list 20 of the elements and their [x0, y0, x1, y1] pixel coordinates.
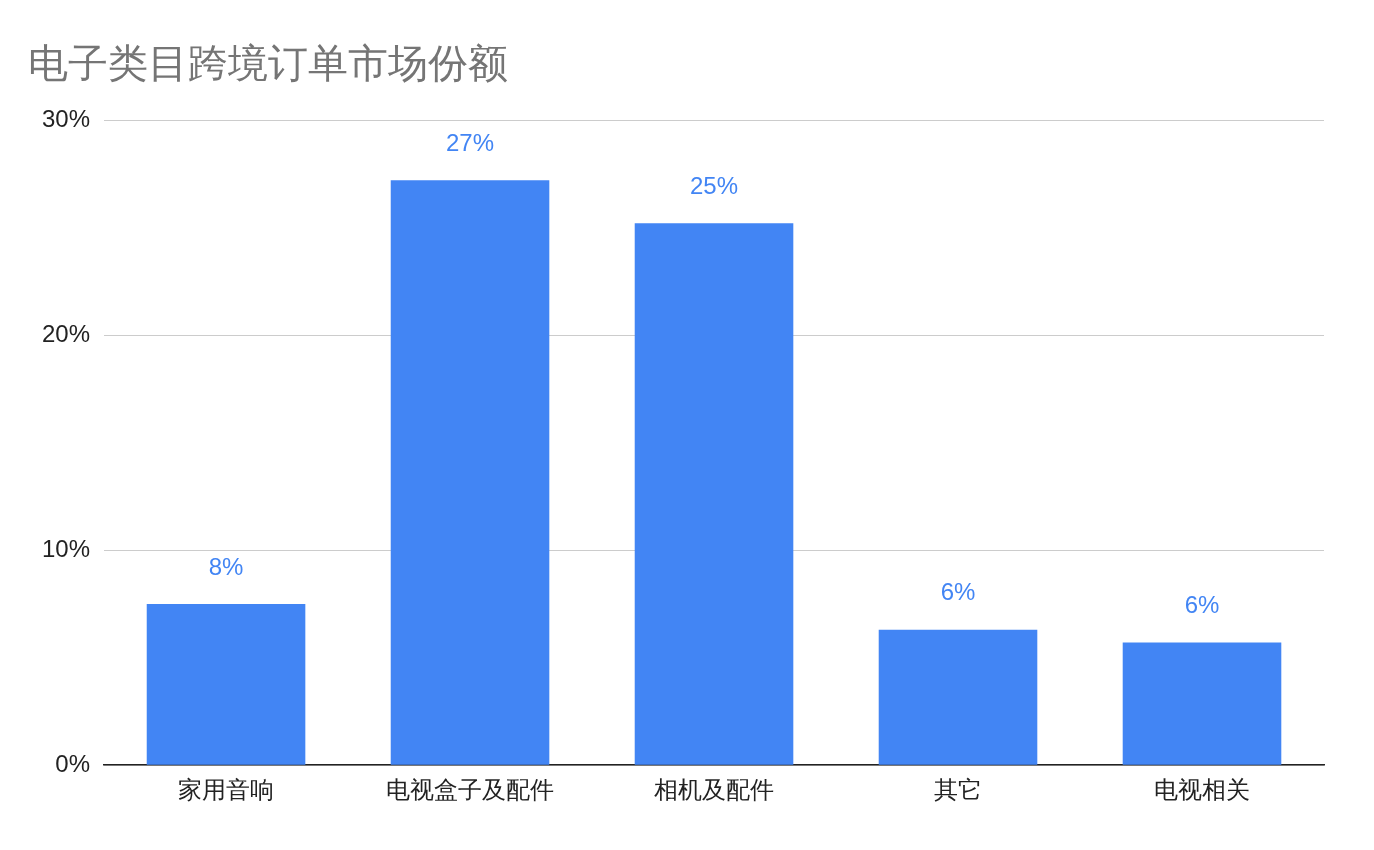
bar [878, 629, 1038, 765]
data-label: 6% [940, 578, 976, 606]
y-tick-label: 0% [55, 749, 91, 777]
x-tick-label: 电视相关 [1154, 776, 1250, 804]
chart-title: 电子类目跨境订单市场份额 [28, 41, 508, 86]
bar [390, 180, 550, 765]
bar [634, 223, 794, 765]
bar [1122, 642, 1282, 765]
y-tick-label: 10% [41, 534, 91, 562]
data-label: 8% [208, 552, 244, 580]
x-tick-label: 相机及配件 [654, 776, 775, 804]
data-label: 27% [446, 128, 495, 156]
x-tick-label: 电视盒子及配件 [386, 776, 555, 804]
data-label: 6% [1184, 591, 1220, 619]
y-tick-label: 20% [41, 319, 91, 347]
y-tick-label: 30% [41, 104, 91, 132]
bar [146, 603, 306, 765]
data-label: 25% [689, 171, 739, 199]
x-tick-label: 家用音响 [178, 776, 275, 804]
x-tick-label: 其它 [934, 776, 983, 804]
